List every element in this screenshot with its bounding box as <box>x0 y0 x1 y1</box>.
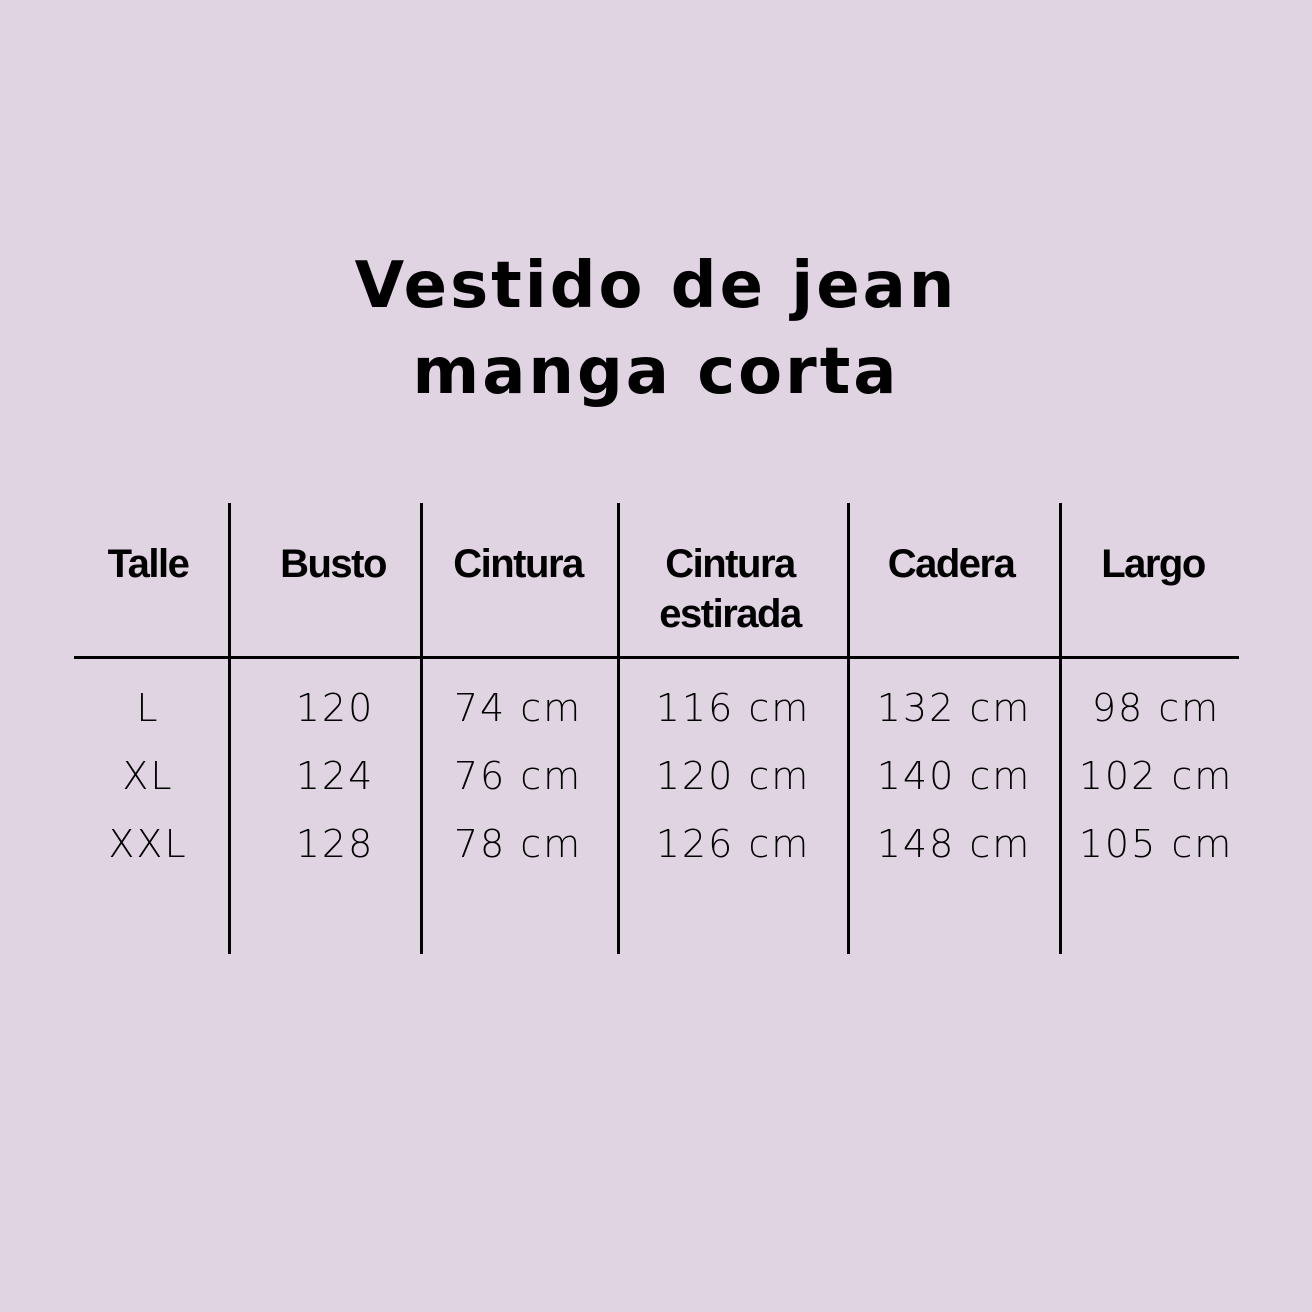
table-cell: 132 cm <box>876 686 1032 730</box>
table-cell: 120 cm <box>655 754 811 798</box>
column-header: Cintura <box>453 542 584 586</box>
table-cell: 126 cm <box>655 822 811 866</box>
table-cell: 76 cm <box>453 754 583 798</box>
column-header: Busto <box>280 542 387 586</box>
table-cell: 74 cm <box>453 686 583 730</box>
column-divider <box>617 503 620 954</box>
table-cell: 98 cm <box>1091 686 1221 730</box>
column-divider <box>847 503 850 954</box>
table-cell: 116 cm <box>655 686 811 730</box>
table-cell: 120 <box>295 686 375 730</box>
table-cell: XXL <box>108 822 188 866</box>
column-divider <box>228 503 231 954</box>
table-cell: L <box>136 686 160 730</box>
column-header: Talle <box>107 542 190 586</box>
table-cell: 78 cm <box>453 822 583 866</box>
column-divider <box>420 503 423 954</box>
table-cell: 124 <box>295 754 375 798</box>
table-cell: 148 cm <box>876 822 1032 866</box>
table-cell: 105 cm <box>1078 822 1234 866</box>
column-header: Cadera <box>887 542 1016 586</box>
table-cell: 128 <box>295 822 375 866</box>
column-header: Cintura <box>665 542 796 586</box>
table-cell: 102 cm <box>1078 754 1234 798</box>
header-divider <box>74 656 1239 659</box>
column-header: Largo <box>1101 542 1206 586</box>
title-line-1: Vestido de jean <box>354 249 958 323</box>
table-cell: XL <box>122 754 174 798</box>
column-divider <box>1059 503 1062 954</box>
column-header: estirada <box>659 592 802 636</box>
title-line-2: manga corta <box>412 335 900 409</box>
table-cell: 140 cm <box>876 754 1032 798</box>
